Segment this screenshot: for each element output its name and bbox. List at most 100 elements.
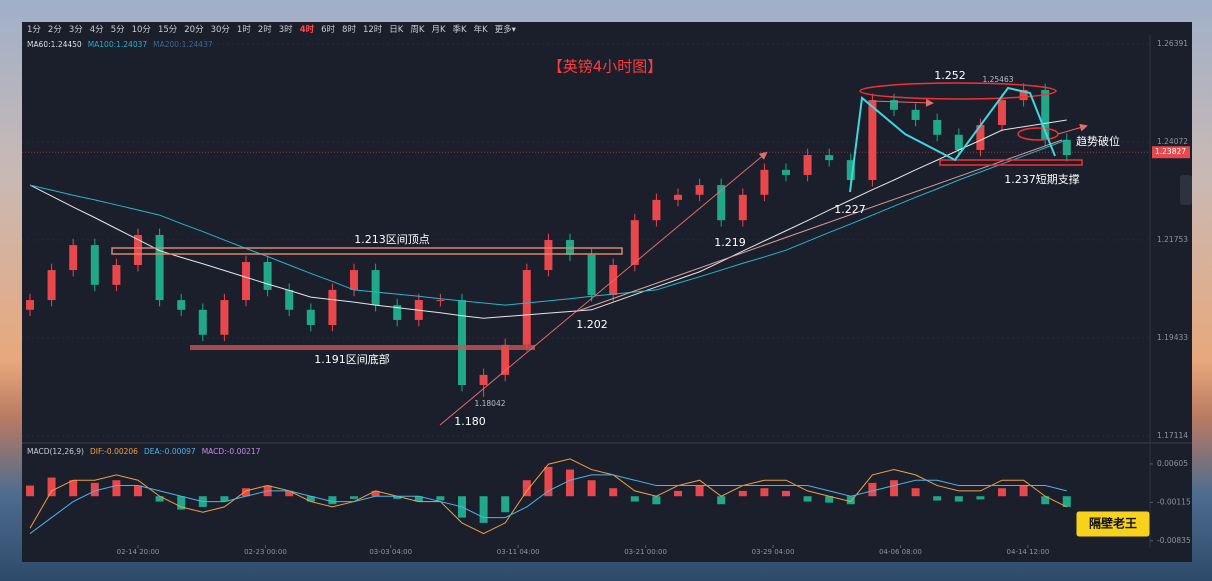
x-tick-label: 03-03 04:00 [369,548,412,556]
macd-bar [1019,485,1028,497]
candle-body [1062,139,1071,156]
macd-bar [522,480,531,497]
legend-entry: MA100:1.24037 [87,40,148,49]
candle-body [371,270,380,306]
macd-bar [868,482,877,497]
period-button[interactable]: 20分 [184,25,204,35]
trend-line [574,139,1063,313]
y-tick-label: -0.00115 [1157,497,1191,506]
candle-body [134,234,142,265]
macd-bar [371,490,380,497]
watermark: 隔壁老王 [1089,516,1137,531]
macd-bar [134,485,142,497]
macd-bar [501,496,510,513]
candle-body [69,245,78,271]
annotation: 1.180 [454,415,486,428]
legend-entry: MA200:1.24437 [153,40,213,49]
period-button[interactable]: 8时 [342,25,356,35]
macd-bar [782,490,790,497]
wave-arrow [869,98,934,107]
period-button[interactable]: 季K [452,25,467,35]
macd-bar [911,488,920,497]
legend-entry: MA60:1.24450 [27,40,82,49]
period-button[interactable]: 1分 [27,25,41,35]
macd-bar [846,496,855,505]
y-tick-label: 1.21753 [1157,235,1188,244]
macd-bar [976,496,985,500]
macd-title: MACD(12,26,9) [27,447,84,456]
ma-legend: MA60:1.24450 MA100:1.24037 MA200:1.24437 [27,40,213,49]
period-button[interactable]: 10分 [131,25,151,35]
candle-body [998,100,1006,126]
candle-body [890,100,898,110]
candle-body [47,270,56,301]
period-button[interactable]: 3时 [278,25,293,35]
candle-body [1019,89,1028,101]
macd-bar [652,496,661,505]
annotations: 【英镑4小时图】 1.252 1.25463 1.227 1.219 1.202… [111,58,1120,428]
y-tick-label: 0.00605 [1157,459,1188,468]
trend-line [439,151,768,426]
period-button[interactable]: 3分 [68,25,83,35]
annotation: 1.25463 [982,75,1013,84]
candle-body [674,194,682,200]
candle-body [90,245,99,285]
candle-body [242,262,250,301]
ma-line [29,139,1067,306]
macd-bar [393,496,402,499]
macd-readout: DEA:-0.00097 [143,447,196,456]
period-button[interactable]: 更多▾ [494,25,516,35]
macd-bar [69,480,78,497]
annotation: 趋势破位 [1076,134,1120,148]
annotation: 1.202 [576,318,608,331]
y-tick-label: 1.26391 [1157,39,1188,48]
macd-bar [609,488,618,497]
candle-body [933,119,942,135]
period-button[interactable]: 15分 [157,25,178,35]
period-button[interactable]: 月K [431,25,446,35]
candle-body [177,300,186,310]
macd-bar [998,488,1006,497]
range-top-band [111,247,623,255]
period-button[interactable]: 日K [389,25,404,35]
period-button[interactable]: 2时 [257,25,272,35]
period-button[interactable]: 30分 [210,25,230,35]
candle-body [911,109,920,120]
candle-body [868,100,877,181]
candle-body [479,374,488,386]
x-tick-label: 04-14 12:00 [1007,548,1050,556]
macd-bar [306,496,315,502]
y-tick-label: 1.17114 [1157,431,1188,440]
annotation: 1.227 [834,203,866,216]
macd-legend: MACD(12,26,9) DIF:-0.00206 DEA:-0.00097 MAC… [27,447,260,456]
candle-body [695,185,704,195]
period-button[interactable]: 年K [473,25,488,35]
period-button[interactable]: 4时 [299,25,315,35]
period-button[interactable]: 2分 [47,25,62,35]
candle-body [954,134,963,150]
macd-bar [155,496,164,502]
period-button[interactable]: 6时 [321,25,336,35]
candle-body [846,160,855,181]
chart-panel [22,22,1192,562]
macd-bar [566,469,574,497]
period-button[interactable]: 1时 [236,25,251,35]
y-tick-label: 1.19433 [1157,333,1188,342]
period-button[interactable]: 12时 [362,25,383,35]
candle-body [1041,89,1050,140]
x-tick-label: 03-29 04:00 [752,548,795,556]
wave-lines [849,86,1056,193]
macd-bar [285,490,294,497]
macd-line [29,474,1067,534]
annotation: 1.237短期支撑 [1004,172,1080,186]
period-button[interactable]: 4分 [89,25,104,35]
side-tab[interactable] [1180,175,1192,205]
support-box [939,159,1083,166]
candle-body [760,169,769,195]
candle-body [544,240,553,271]
candle-body [630,220,639,265]
period-button[interactable]: 5分 [110,25,125,35]
y-tick-label: -0.00835 [1157,536,1191,545]
candle-body [501,344,510,375]
period-button[interactable]: 周K [410,25,425,35]
